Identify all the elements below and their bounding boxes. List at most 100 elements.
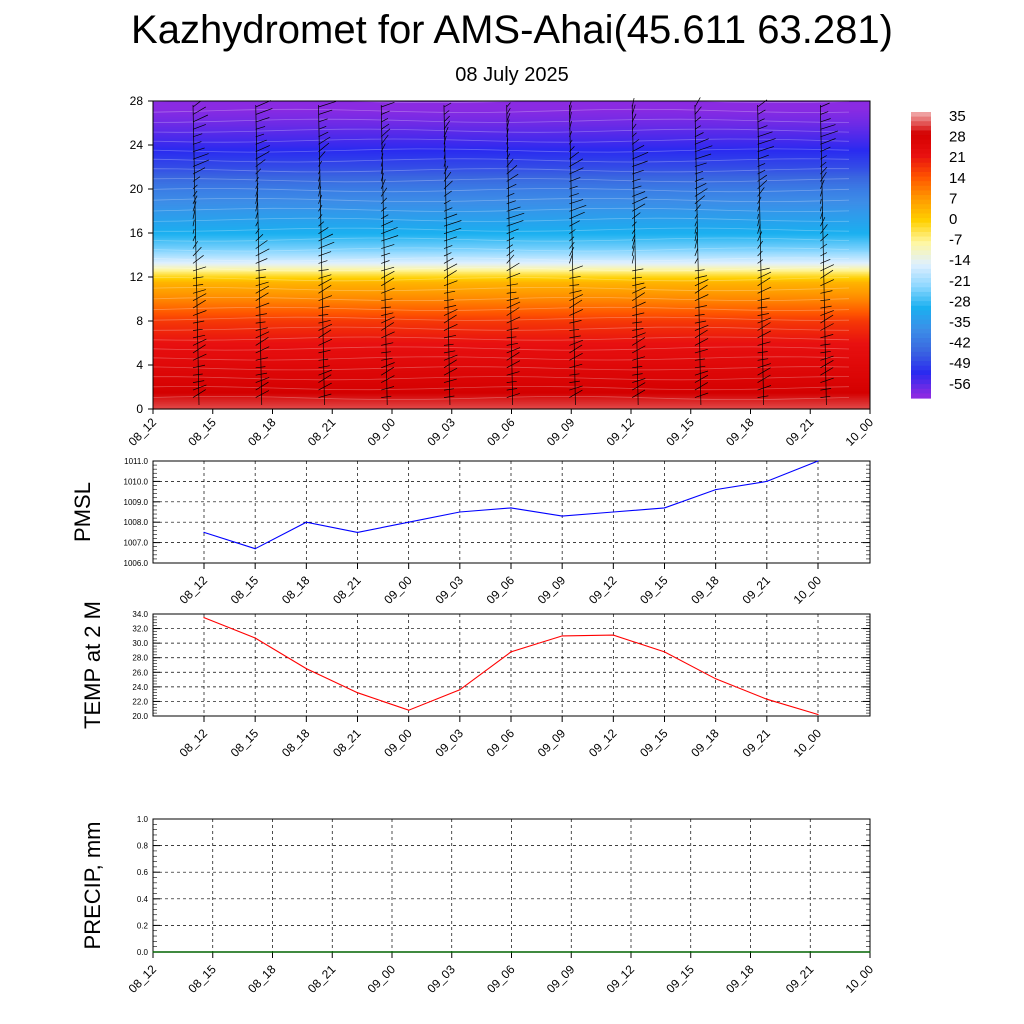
wind-barb: [569, 294, 583, 302]
wind-barb: [381, 357, 393, 361]
wind-barb: [192, 246, 202, 257]
wind-barb: [569, 236, 575, 242]
contour-line: [152, 296, 850, 302]
wind-barb: [694, 320, 707, 324]
wind-barb: [192, 299, 206, 309]
wind-barb: [820, 264, 834, 272]
wind-barb: [381, 266, 395, 272]
colorbar-band: [911, 268, 931, 275]
wind-barb: [255, 228, 260, 234]
precip-y-tick-label: 0.4: [137, 895, 149, 904]
heatmap-x-tick-label: 09_09: [544, 415, 578, 449]
wind-barb: [381, 252, 391, 257]
wind-barb-staff: [757, 104, 764, 406]
wind-barb: [631, 104, 636, 115]
heatmap-band: [153, 139, 870, 142]
wind-barb: [380, 134, 389, 145]
wind-barb: [569, 389, 583, 398]
pmsl-x-tick-label: 08_18: [279, 573, 313, 607]
pmsl-data-point: [408, 521, 410, 523]
contour-line: [152, 158, 850, 163]
wind-barb: [255, 331, 270, 339]
wind-barb: [318, 369, 333, 376]
colorbar-band: [911, 347, 931, 353]
wind-barb: [318, 125, 327, 130]
wind-barb: [632, 321, 642, 324]
wind-barb: [192, 289, 206, 294]
heatmap-band: [153, 273, 870, 276]
heatmap-band: [153, 385, 870, 388]
heatmap-band: [153, 371, 870, 374]
wind-barb: [443, 165, 449, 175]
wind-barb: [318, 136, 331, 145]
colorbar-label: -49: [949, 355, 971, 372]
wind-barb: [381, 118, 389, 123]
wind-barb: [632, 292, 645, 301]
temp-y-tick-label: 22.0: [132, 697, 148, 706]
wind-barb: [820, 233, 829, 242]
pmsl-data-point: [663, 507, 666, 509]
wind-barb: [381, 342, 394, 346]
colorbar-band: [911, 305, 931, 311]
wind-barb: [694, 204, 701, 212]
pmsl-data-point: [510, 507, 512, 509]
wind-barb: [694, 275, 708, 279]
heatmap-band: [153, 105, 870, 108]
colorbar-band: [911, 245, 931, 251]
wind-barb: [192, 229, 195, 234]
heatmap-band: [153, 171, 870, 174]
wind-barb: [381, 260, 390, 264]
temp-x-tick-label: 09_00: [381, 726, 415, 760]
wind-barb: [381, 386, 395, 391]
wind-barb: [631, 255, 635, 264]
colorbar-band: [911, 301, 931, 307]
wind-barb: [757, 317, 772, 324]
heatmap-band: [153, 231, 870, 234]
wind-barb: [192, 241, 198, 249]
wind-barb: [380, 179, 386, 190]
wind-barb: [632, 356, 645, 361]
wind-barb: [569, 241, 575, 249]
temp-x-tick-label: 09_18: [688, 726, 722, 760]
heatmap-band: [153, 221, 870, 224]
wind-barb: [192, 384, 207, 391]
precip-y-tick-label: 0.2: [137, 921, 149, 930]
colorbar-band: [911, 148, 931, 155]
wind-barb: [569, 320, 582, 324]
wind-barb: [694, 338, 709, 346]
contour-line: [152, 227, 850, 232]
wind-barb: [569, 363, 583, 369]
temp-x-tick-label: 09_06: [484, 726, 518, 760]
temp-x-tick-label: 10_00: [791, 726, 825, 760]
wind-barb: [506, 237, 515, 242]
colorbar-label: 28: [949, 129, 966, 146]
wind-barb: [632, 382, 646, 391]
wind-barb: [443, 252, 452, 257]
wind-barb: [820, 334, 834, 339]
wind-barb: [192, 255, 204, 264]
wind-barb: [255, 159, 266, 167]
wind-barb: [443, 367, 458, 376]
heatmap-band: [153, 261, 870, 264]
wind-barb: [506, 360, 521, 369]
wind-barb: [443, 290, 456, 294]
heatmap-band: [153, 407, 870, 410]
wind-barb: [506, 153, 511, 160]
pmsl-data-point: [203, 531, 205, 534]
wind-barb: [632, 191, 646, 197]
wind-barb: [255, 357, 268, 361]
precip-x-tick-label: 09_00: [365, 962, 399, 996]
wind-barb: [820, 224, 828, 234]
heatmap-x-tick-label: 08_21: [305, 415, 339, 449]
heatmap-band: [153, 157, 870, 160]
wind-barb: [318, 338, 333, 346]
colorbar-band: [911, 365, 931, 371]
wind-barb: [380, 197, 388, 205]
wind-barb-staff: [255, 104, 263, 406]
contour-line: [152, 118, 850, 123]
colorbar-label: 14: [949, 170, 966, 187]
contour-line: [152, 188, 850, 193]
wind-barb: [255, 168, 262, 175]
wind-barb: [318, 314, 329, 316]
